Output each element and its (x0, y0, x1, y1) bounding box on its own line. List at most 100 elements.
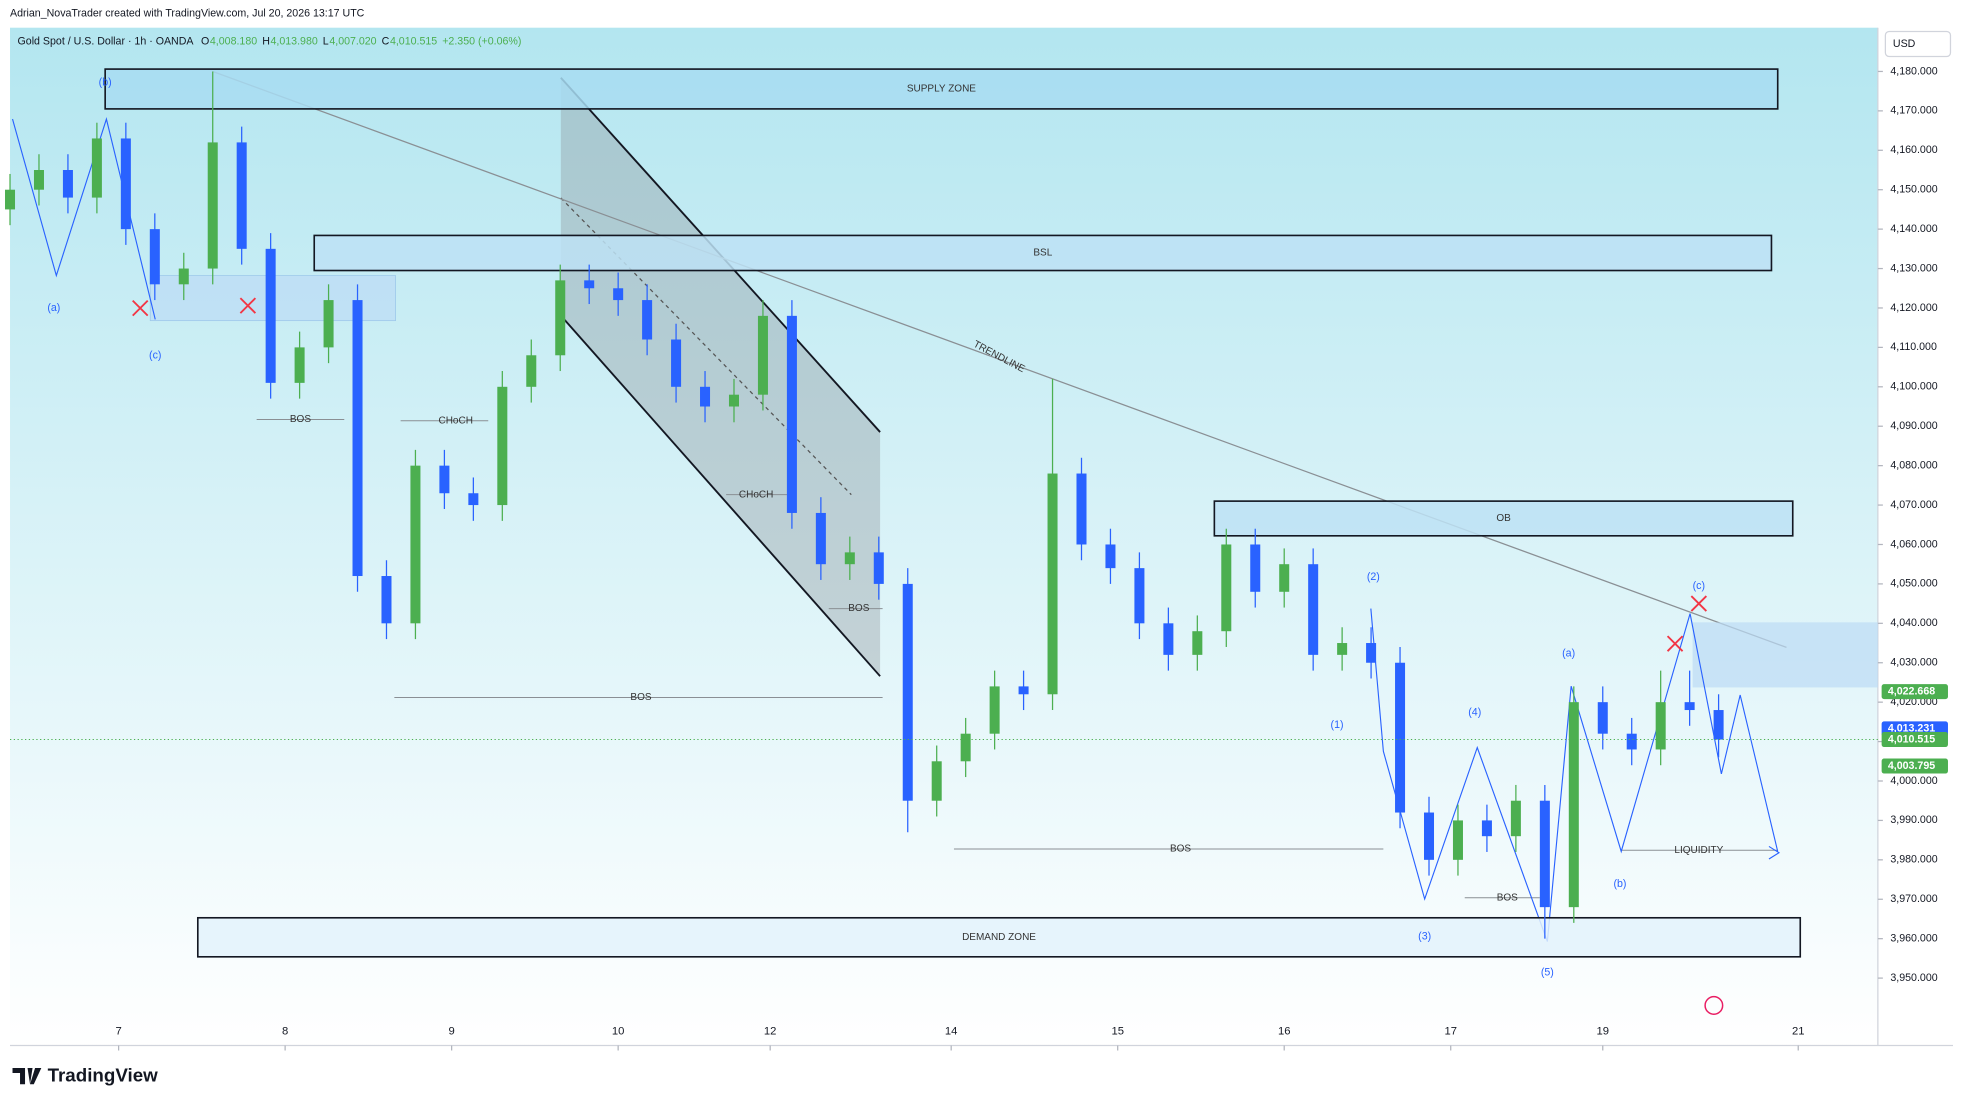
candle-body (1221, 544, 1232, 632)
candle-body (178, 268, 189, 285)
x-mark (1690, 595, 1708, 612)
candle-body (410, 465, 421, 624)
price-tag-label: 4,010.515 (1888, 733, 1935, 745)
ohlc-item: 4,010.515 (390, 35, 437, 47)
annotation: BOS (290, 414, 311, 425)
candle-body (352, 300, 363, 577)
candle-body (728, 394, 739, 407)
channel-fill (560, 77, 881, 677)
candle-body (5, 189, 16, 210)
y-tick-label: 4,120.000 (1890, 302, 1937, 314)
candle-body (236, 142, 247, 249)
x-tick-label: 12 (764, 1026, 777, 1038)
candle-body (294, 347, 305, 383)
arrow-head (1768, 845, 1781, 860)
target-zone (1692, 622, 1878, 688)
candle-body (1018, 686, 1029, 695)
candle-body (1481, 820, 1492, 837)
x-tick-label: 7 (115, 1026, 121, 1038)
candle-body (33, 169, 44, 190)
candle-body (931, 761, 942, 801)
y-tick-label: 3,990.000 (1890, 814, 1937, 826)
x-marks (132, 297, 1708, 652)
ohlc-item: 4,013.980 (271, 35, 318, 47)
zone (104, 68, 1779, 110)
price-tag (1881, 758, 1948, 774)
price-tag-label: 4,013.231 (1888, 723, 1935, 735)
wave-label: (3) (1418, 930, 1431, 942)
annotation: BOS (848, 603, 869, 614)
candle-body (207, 142, 218, 269)
candle-body (468, 493, 479, 506)
levels (256, 419, 1778, 899)
annotation: CHoCH (739, 489, 773, 500)
channel-lower (560, 315, 881, 677)
candle-body (1192, 631, 1203, 655)
brand-name: TradingView (48, 1065, 159, 1086)
x-tick-label: 19 (1597, 1026, 1610, 1038)
candle-body (62, 169, 73, 198)
candle-body (613, 288, 624, 301)
price-tag (1881, 732, 1948, 748)
brand: TradingView (12, 1065, 159, 1086)
alert-icon[interactable] (1704, 995, 1724, 1015)
candle-body (1510, 800, 1521, 837)
y-tick-label: 4,110.000 (1890, 341, 1937, 353)
x-tick-label: 16 (1278, 1026, 1291, 1038)
candle-body (844, 552, 855, 565)
y-tick-label: 4,090.000 (1890, 420, 1937, 432)
zone-label: OB (1496, 513, 1511, 524)
candle-body (1684, 702, 1695, 711)
zone (196, 916, 1802, 958)
trendline (212, 70, 1787, 648)
y-tick-label: 4,030.000 (1890, 657, 1937, 669)
candle-body (584, 280, 595, 289)
x-tick-label: 21 (1792, 1026, 1805, 1038)
candle-body (1308, 564, 1319, 655)
y-tick-label: 4,000.000 (1890, 775, 1937, 787)
x-tick-label: 9 (449, 1026, 455, 1038)
annotation: BOS (630, 692, 651, 703)
price-tag-label: 4,022.668 (1888, 685, 1935, 697)
candle-body (700, 386, 711, 407)
x-mark (132, 299, 149, 317)
candle-body (757, 315, 768, 395)
candle-body (1395, 662, 1406, 813)
x-tick-label: 17 (1444, 1026, 1457, 1038)
candle-body (1568, 702, 1579, 908)
candle-body (1713, 710, 1724, 740)
candle-body (1134, 568, 1145, 624)
candle-body (1452, 820, 1463, 860)
candle-body (1655, 702, 1666, 750)
candle-body (439, 465, 450, 494)
y-tick-label: 4,040.000 (1890, 617, 1937, 629)
y-tick-label: 4,140.000 (1890, 223, 1937, 235)
currency-box[interactable] (1884, 30, 1952, 58)
candle-body (989, 686, 1000, 734)
y-tick-label: 3,960.000 (1890, 932, 1937, 944)
ohlc-item: C (382, 35, 390, 47)
ohlc-item: 4,007.020 (329, 35, 376, 47)
wave-label: (c) (149, 350, 161, 362)
candle-body (1163, 623, 1174, 655)
candle-body (526, 355, 537, 387)
zone (313, 234, 1773, 272)
candle-body (497, 386, 508, 506)
currency[interactable]: USD (1893, 38, 1916, 50)
candle-body (960, 733, 971, 762)
candle-body (1076, 473, 1087, 545)
wave-label: (1) (1331, 719, 1344, 731)
logo (12, 1068, 42, 1085)
candle-body (1279, 564, 1290, 592)
annotation: BOS (1170, 844, 1191, 855)
wave-label: (c) (1693, 580, 1705, 592)
candle-body (91, 138, 102, 198)
candle-body (873, 552, 884, 584)
candle-body (786, 315, 797, 513)
y-tick-label: 4,100.000 (1890, 381, 1937, 393)
price-tag (1881, 684, 1948, 700)
zone-label: SUPPLY ZONE (907, 84, 976, 95)
candle-body (1539, 800, 1550, 908)
